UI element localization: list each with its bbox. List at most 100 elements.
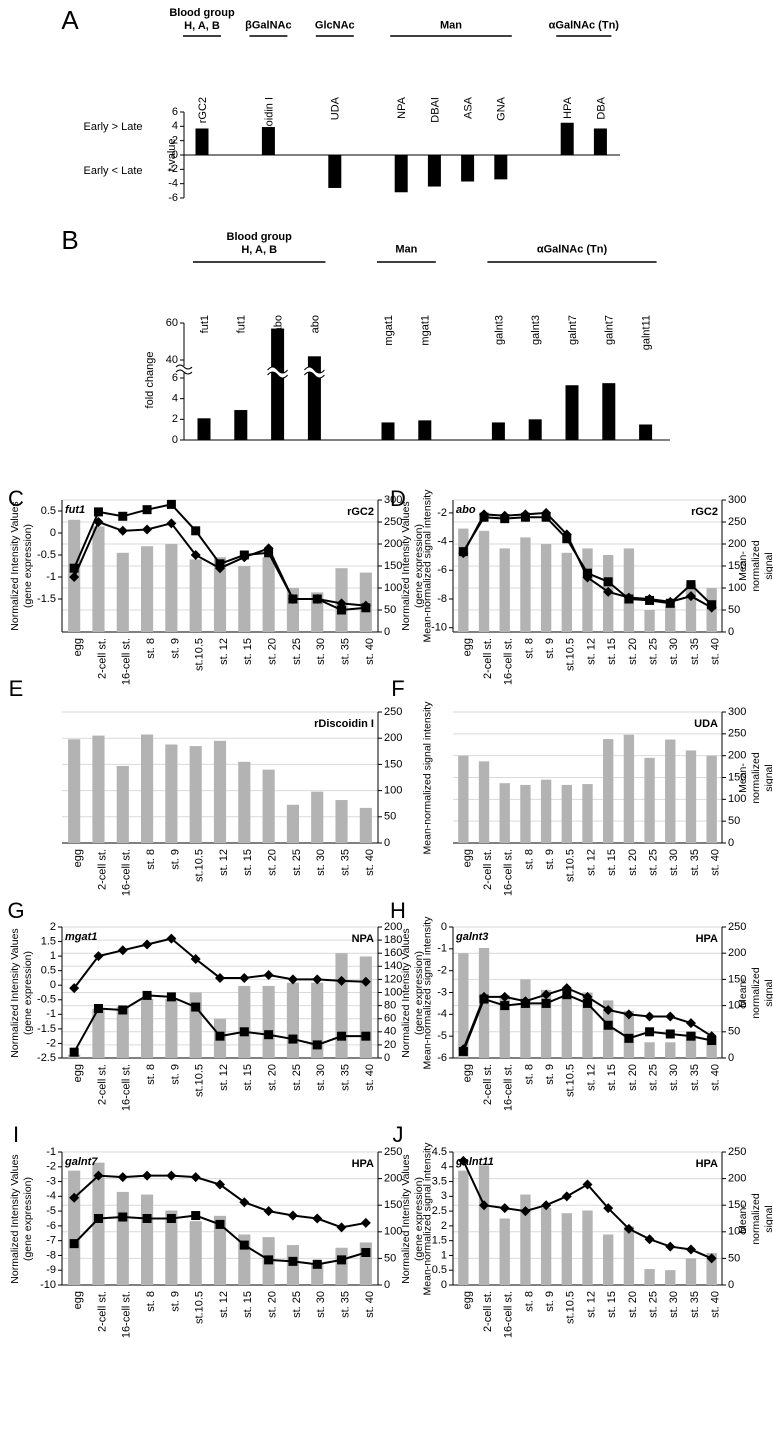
marker [665,1029,675,1039]
panel-letter: E [9,676,24,701]
x-tick-label: st. 9 [169,1291,181,1312]
x-tick-label: st. 12 [218,1291,230,1318]
marker [117,1172,128,1183]
category-label: HPA [562,96,574,118]
y2-tick-label: 300 [384,494,402,506]
marker [264,1030,274,1040]
marker [288,594,298,604]
bar [394,155,408,193]
bar-break [304,367,325,378]
marker [603,1203,614,1214]
axis-label: Normalized Intensity Values (gene expres… [400,1153,425,1284]
x-tick-label: st. 9 [544,849,556,870]
x-tick-label: st. 25 [291,638,303,665]
marker [118,1212,128,1222]
group-label: αGalNAc (Tn) [536,243,608,256]
marker [541,512,551,522]
category-label: GNA [496,96,508,121]
y2-tick-label: 0 [728,1279,734,1291]
marker [336,1222,347,1233]
lectin-label: HPA [696,1158,718,1170]
y2-tick-label: 250 [384,706,402,718]
axis-label: Normalized Intensity Values (gene expres… [9,927,34,1058]
marker [142,1214,152,1223]
category-label: rGC2 [197,97,209,123]
x-tick-label: st. 12 [585,849,597,876]
panel-letter: G [7,898,24,923]
x-tick-label: st. 12 [218,638,230,665]
x-tick-label: st. 30 [668,638,680,665]
y2-tick-label: 200 [728,538,746,550]
y-tick-label: -4 [437,536,447,548]
panel-letter: H [390,898,406,923]
bar [311,791,324,843]
marker [239,1197,250,1208]
category-label: NPA [396,96,408,118]
y-tick-label: -4 [168,178,178,190]
y-tick-label: -8 [46,1249,56,1261]
bar [540,779,552,843]
category-label: abo [273,315,285,333]
bar [520,1194,531,1285]
axis-label: Mean-normalized signal intensity [737,1192,773,1245]
marker [520,512,530,522]
bar [565,385,579,440]
x-tick-label: st. 9 [169,638,181,659]
bar [141,1194,154,1285]
group-label: Blood group H, A, B [169,7,235,32]
x-tick-label: st. 20 [627,1064,639,1091]
bar [520,537,531,632]
y2-tick-label: 0 [728,1052,734,1064]
bar [262,985,275,1058]
y-tick-label: -9 [46,1264,56,1276]
bar [623,734,635,843]
bar [520,979,531,1058]
marker [500,1001,510,1011]
bar [116,1006,129,1058]
group-label: βGalNAc [245,19,292,32]
marker [166,518,177,529]
bar [458,755,469,843]
y2-tick-label: 250 [384,1146,402,1158]
x-tick-label: st. 35 [339,1291,351,1318]
y-tick-label: 4.5 [432,1146,447,1158]
x-tick-label: egg [461,1291,473,1309]
bar [644,1042,655,1058]
bar [478,530,490,632]
bar [261,127,275,155]
marker [93,1170,104,1181]
marker [603,1020,613,1030]
lectin-label: rGC2 [691,506,718,518]
bar [213,740,227,843]
marker [685,1018,696,1029]
bar [141,734,154,843]
y2-tick-label: 100 [728,582,746,594]
x-tick-label: 16-cell st. [503,849,515,896]
y-tick-label: -1 [46,1146,56,1158]
marker [264,548,274,558]
y-tick-label: -2 [46,1161,56,1173]
marker [520,998,530,1008]
bar [141,546,154,632]
bar [685,1031,697,1058]
bar [213,557,227,632]
bar [262,769,275,843]
bar [189,746,202,843]
category-label: galnt7 [567,315,579,345]
y-tick-label: 0 [172,434,178,446]
y-tick-label: -10 [431,622,447,634]
marker [69,1192,80,1203]
y2-tick-label: 50 [728,1252,740,1264]
marker [69,1047,79,1057]
y2-tick-label: 50 [728,815,740,827]
marker [541,998,551,1008]
y-tick-label: 4 [441,1161,447,1173]
panel-letter: I [13,1122,19,1147]
y-tick-label: 6 [172,106,178,118]
marker [499,991,510,1002]
bar [582,992,593,1058]
marker [69,1239,79,1249]
axis-label: Normalized Intensity Values (gene expres… [9,501,34,631]
marker [360,976,371,987]
axis-label: Normalized Intensity Values (gene expres… [400,927,425,1058]
